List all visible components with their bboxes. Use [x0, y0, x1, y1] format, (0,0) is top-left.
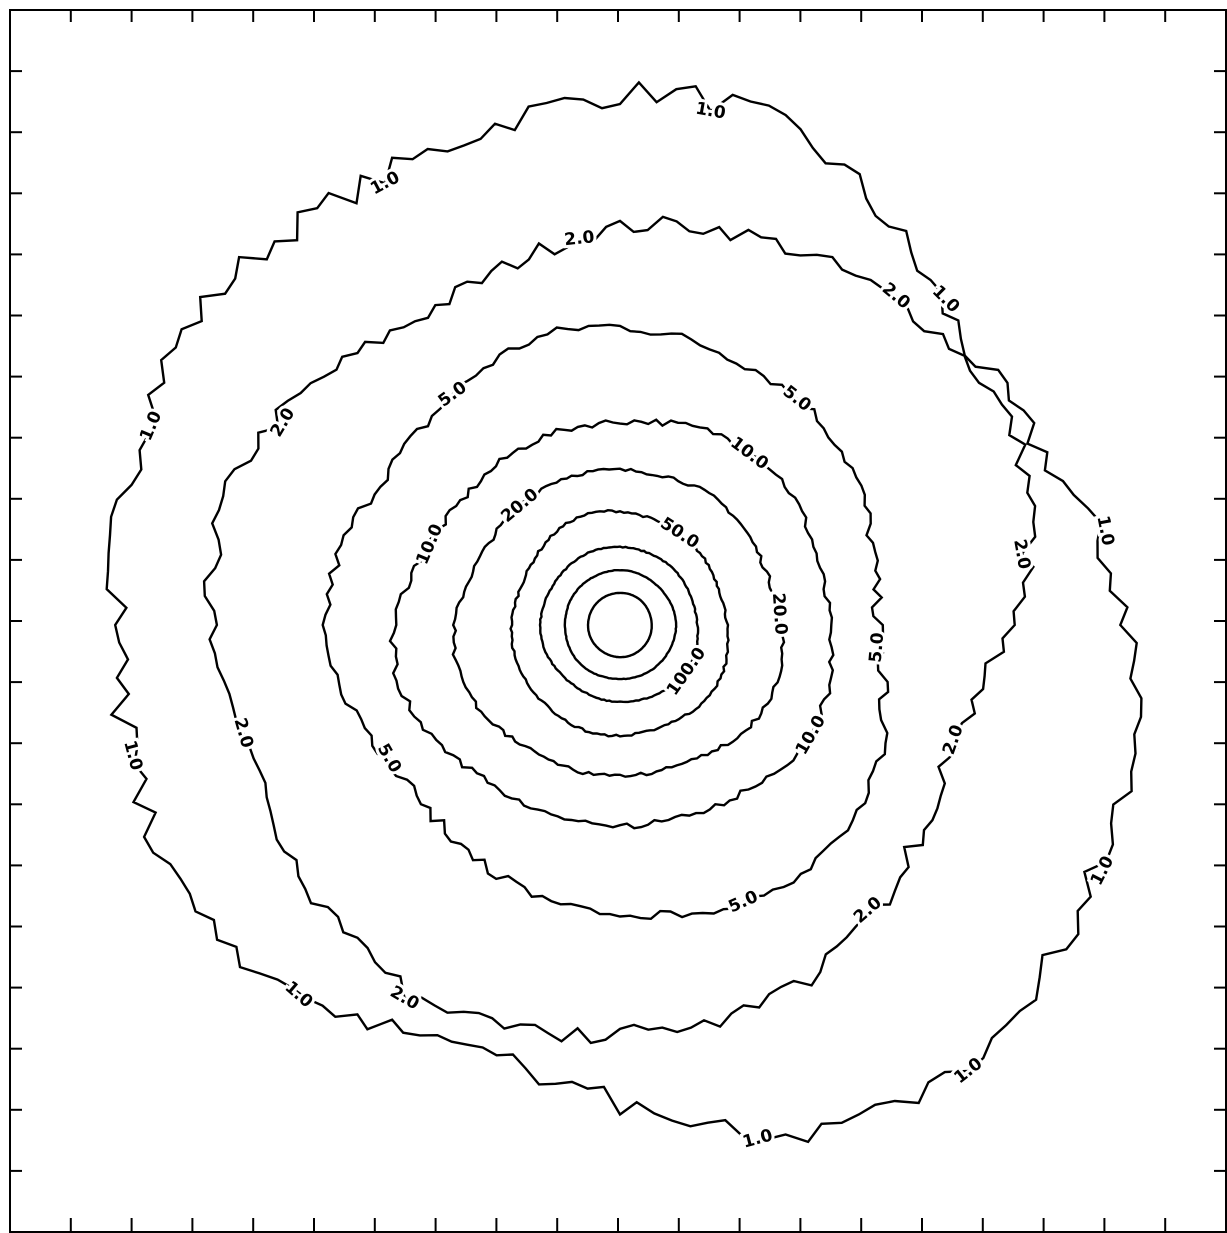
- contour-inner: [586, 591, 653, 659]
- contour-label: 2.0: [230, 716, 258, 751]
- contour-line: [202, 215, 1037, 1045]
- plot-frame: [9, 9, 1227, 1233]
- contour-label: 10.0: [727, 433, 773, 474]
- contour-label: 10.0: [792, 712, 830, 758]
- contour-label: 2.0: [267, 404, 300, 440]
- contour-inner: [563, 568, 678, 681]
- contour-line: [105, 80, 1143, 1144]
- contour-label: 20.0: [768, 592, 791, 635]
- plot-area: 1.01.01.01.01.01.01.01.01.01.02.02.02.02…: [105, 80, 1143, 1156]
- contour-label: 1.0: [136, 408, 166, 444]
- contour-line: [388, 418, 835, 830]
- contour-label: 1.0: [741, 1125, 775, 1152]
- contour-label: 2.0: [1009, 538, 1034, 571]
- contour-label: 1.0: [694, 99, 727, 124]
- contour-label: 10.0: [412, 521, 447, 568]
- contour-label: 20.0: [497, 484, 542, 526]
- contour-label: 1.0: [281, 977, 317, 1012]
- contour-label: 1.0: [1087, 853, 1119, 889]
- contour-label: 5.0: [373, 740, 405, 776]
- contour-label: 5.0: [725, 887, 761, 918]
- contour-label: 2.0: [386, 982, 422, 1014]
- contour-label: 1.0: [1092, 514, 1117, 548]
- contour-line: [509, 508, 730, 738]
- contour-label: 2.0: [563, 227, 595, 250]
- contour-label: 1.0: [928, 282, 964, 318]
- frame-ticks: [9, 9, 1227, 1233]
- contour-label: 1.0: [367, 167, 403, 199]
- contour-label: 2.0: [850, 893, 886, 928]
- contour-label: 100.0: [663, 644, 710, 700]
- contour-label: 1.0: [119, 738, 146, 772]
- contour-label: 2.0: [939, 722, 968, 757]
- contour-line: [451, 467, 786, 778]
- contour-label: 5.0: [866, 631, 889, 663]
- contour-line: [321, 323, 890, 921]
- contour-line: [538, 545, 700, 704]
